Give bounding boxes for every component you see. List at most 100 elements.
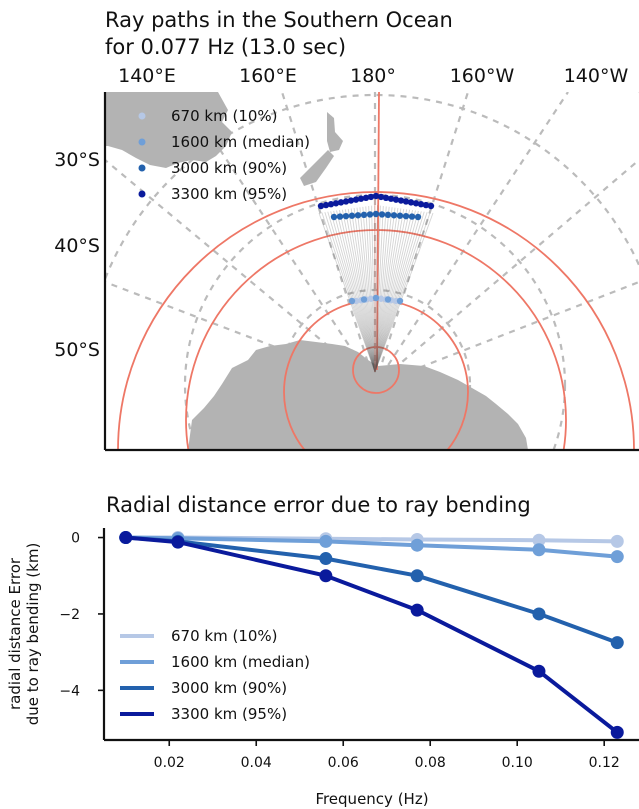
ray-path [374, 205, 381, 373]
y-tick-label: −4 [59, 683, 80, 699]
ray-path [362, 206, 376, 373]
ray-endpoint-marker [357, 195, 365, 202]
ray-path [341, 209, 376, 373]
ray-path [374, 209, 408, 373]
ray-endpoint-marker [422, 201, 430, 209]
ray-path [350, 208, 376, 373]
ray-endpoint-marker [366, 211, 374, 218]
ray-path [374, 210, 413, 373]
ray-endpoint-marker [348, 212, 356, 219]
ray-endpoint-marker [327, 200, 335, 208]
lat-label-30s: 30°S [54, 149, 100, 171]
ray-path [330, 211, 376, 373]
ray-endpoint-marker [408, 213, 416, 220]
ray-path [374, 212, 428, 373]
ray-endpoint-marker [390, 212, 398, 219]
ray-endpoint-marker [407, 199, 415, 206]
ray-path [374, 210, 419, 373]
ray-endpoint-marker [384, 211, 392, 219]
ray-endpoint-marker [382, 194, 390, 202]
ray-endpoint-marker [402, 198, 410, 205]
x-tick-label: 0.02 [154, 755, 185, 771]
ray-endpoint-marker [362, 194, 370, 202]
ray-endpoint-marker [348, 297, 356, 305]
series-line [125, 535, 619, 734]
parallel-50s [183, 193, 567, 450]
lon-label-160e: 160°E [239, 65, 297, 87]
ray-path [374, 208, 405, 373]
map-legend-label-3300: 3300 km (95%) [171, 185, 287, 203]
x-tick-label: 0.06 [328, 755, 359, 771]
map-legend: 670 km (10%) 1600 km (median) 3000 km (9… [138, 107, 310, 203]
y-axis-label-line-1: radial distance Error [6, 557, 24, 710]
x-tick-label: 0.10 [502, 755, 533, 771]
line-series [119, 531, 624, 739]
land-antarctica [188, 340, 528, 450]
series-group [119, 531, 624, 564]
series-point [171, 535, 185, 549]
y-axis-label-line-2: due to ray bending (km) [24, 543, 42, 726]
lat-label-50s: 50°S [54, 339, 100, 361]
ray-endpoint-marker [396, 212, 404, 219]
series-point [410, 538, 424, 552]
land-new-zealand-south [300, 150, 334, 186]
ray-endpoint-marker [387, 195, 395, 202]
lat-label-40s: 40°S [54, 235, 100, 257]
ray-endpoint-marker [332, 200, 340, 207]
series-point [532, 607, 546, 621]
series-point [610, 534, 624, 548]
ray-path [365, 206, 376, 373]
lon-label-140w: 140°W [564, 65, 629, 87]
ray-path [374, 211, 422, 373]
range-ring-4 [117, 191, 635, 450]
series-point [532, 543, 546, 557]
ray-path [374, 210, 416, 373]
ray-path [318, 212, 376, 373]
ray-endpoint-marker [367, 193, 375, 201]
x-tick-label: 0.04 [241, 755, 272, 771]
map-land [105, 92, 528, 450]
ray-endpoint-marker [360, 211, 368, 219]
ray-path [344, 209, 376, 373]
ray-paths [318, 192, 434, 373]
ray-path [374, 206, 387, 373]
ray-endpoint-marker [412, 200, 420, 207]
line-legend-label-670: 670 km (10%) [171, 627, 278, 645]
ray-endpoint-marker [427, 202, 435, 210]
ray-path [353, 208, 376, 373]
meridian-150e [105, 159, 376, 386]
y-axis-label: radial distance Error due to ray bending… [6, 543, 42, 726]
ray-path [374, 211, 425, 373]
ray-endpoint-marker [372, 192, 380, 200]
ray-endpoint-marker [342, 198, 350, 205]
lon-label-160w: 160°W [450, 65, 515, 87]
ray-endpoint-marker [360, 296, 368, 303]
ray-endpoint-marker [322, 201, 330, 209]
ray-endpoint-marker [402, 212, 410, 220]
ray-endpoint-marker [397, 197, 405, 204]
ray-endpoint-marker [384, 296, 392, 303]
ray-path [374, 206, 390, 373]
ray-path [327, 211, 376, 373]
map-legend-marker-1600 [138, 138, 146, 146]
lon-label-140e: 140°E [118, 65, 176, 87]
x-tick-label: 0.12 [589, 755, 620, 771]
ray-endpoint-marker [354, 212, 362, 219]
ray-endpoints [317, 192, 435, 305]
series-group [119, 531, 624, 739]
line-legend-label-3300: 3300 km (95%) [171, 705, 287, 723]
series-line [125, 535, 618, 559]
line-legend: 670 km (10%) 1600 km (median) 3000 km (9… [120, 627, 310, 723]
ray-endpoint-marker [337, 199, 345, 206]
series-point [319, 569, 333, 583]
y-axis-ticks: 0 −2 −4 [59, 531, 104, 699]
map-title-line-2: for 0.077 Hz (13.0 sec) [105, 35, 346, 59]
series-point [610, 550, 624, 564]
series-point [610, 636, 624, 650]
meridian-170e [280, 92, 377, 386]
ray-endpoint-marker [342, 212, 350, 220]
land-australia [105, 92, 232, 168]
land-new-zealand-north [327, 112, 343, 152]
ray-path [374, 209, 411, 373]
